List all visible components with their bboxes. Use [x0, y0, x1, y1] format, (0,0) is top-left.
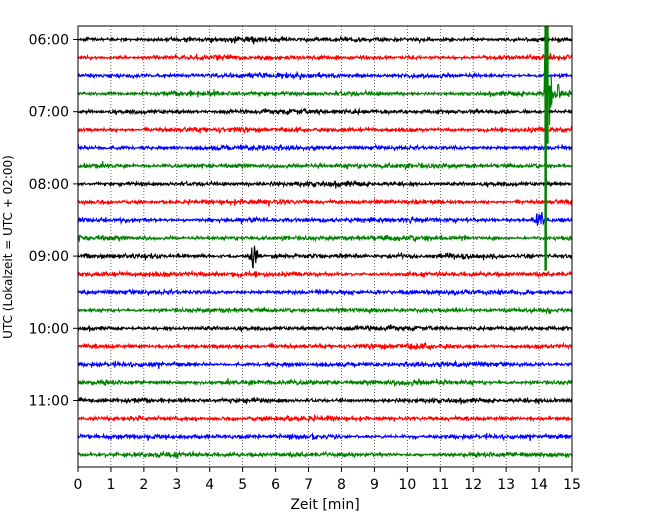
trace-line — [77, 52, 573, 62]
trace-line — [77, 35, 573, 45]
x-tick-label: 6 — [271, 477, 280, 493]
x-axis-ticks: 0 1 2 3 4 5 6 7 8 9 10 11 12 13 14 15 — [74, 467, 581, 493]
x-tick-label: 15 — [563, 477, 581, 493]
x-axis-label: Zeit [min] — [290, 497, 359, 513]
trace-line — [77, 233, 573, 244]
trace-line — [77, 161, 573, 171]
trace-line — [77, 305, 573, 315]
trace-line — [77, 414, 573, 423]
trace-line — [77, 287, 573, 297]
x-tick-label: 3 — [172, 477, 181, 493]
seismic-traces — [77, 26, 573, 460]
x-tick-label: 8 — [337, 477, 346, 493]
x-tick-label: 4 — [205, 477, 214, 493]
trace-line — [77, 432, 573, 442]
y-tick-label: 10:00 — [29, 321, 69, 337]
y-tick-label: 08:00 — [29, 177, 69, 193]
x-tick-label: 10 — [398, 477, 416, 493]
plot-frame — [78, 26, 572, 467]
y-tick-label: 11:00 — [29, 394, 69, 410]
x-tick-label: 0 — [74, 477, 83, 493]
trace-line — [77, 58, 573, 125]
plot-area — [77, 25, 573, 468]
trace-line — [77, 143, 573, 152]
trace-line — [77, 124, 573, 135]
trace-line — [77, 377, 573, 388]
x-tick-label: 14 — [530, 477, 548, 493]
x-tick-label: 7 — [304, 477, 313, 493]
y-axis-label: UTC (Lokalzeit = UTC + 02:00) — [1, 155, 15, 339]
trace-line — [77, 245, 573, 269]
trace-line — [77, 269, 573, 279]
trace-line — [77, 450, 573, 460]
trace-line — [77, 70, 573, 80]
plot-border — [77, 25, 573, 468]
x-tick-label: 2 — [139, 477, 148, 493]
trace-line — [77, 324, 573, 333]
trace-line — [77, 179, 573, 189]
x-tick-label: 5 — [238, 477, 247, 493]
y-tick-label: 06:00 — [29, 33, 69, 49]
y-tick-label: 09:00 — [29, 249, 69, 265]
trace-line — [77, 396, 573, 405]
x-tick-label: 13 — [497, 477, 515, 493]
trace-line — [77, 107, 573, 117]
trace-line — [77, 341, 573, 351]
trace-line — [77, 359, 573, 370]
y-tick-label: 07:00 — [29, 105, 69, 121]
y-axis-ticks: 06:00 07:00 08:00 09:00 10:00 11:00 — [29, 33, 78, 410]
x-tick-label: 11 — [431, 477, 449, 493]
x-tick-label: 1 — [106, 477, 115, 493]
x-tick-label: 12 — [464, 477, 482, 493]
trace-line — [77, 211, 573, 226]
x-tick-label: 9 — [370, 477, 379, 493]
trace-line — [77, 197, 573, 207]
